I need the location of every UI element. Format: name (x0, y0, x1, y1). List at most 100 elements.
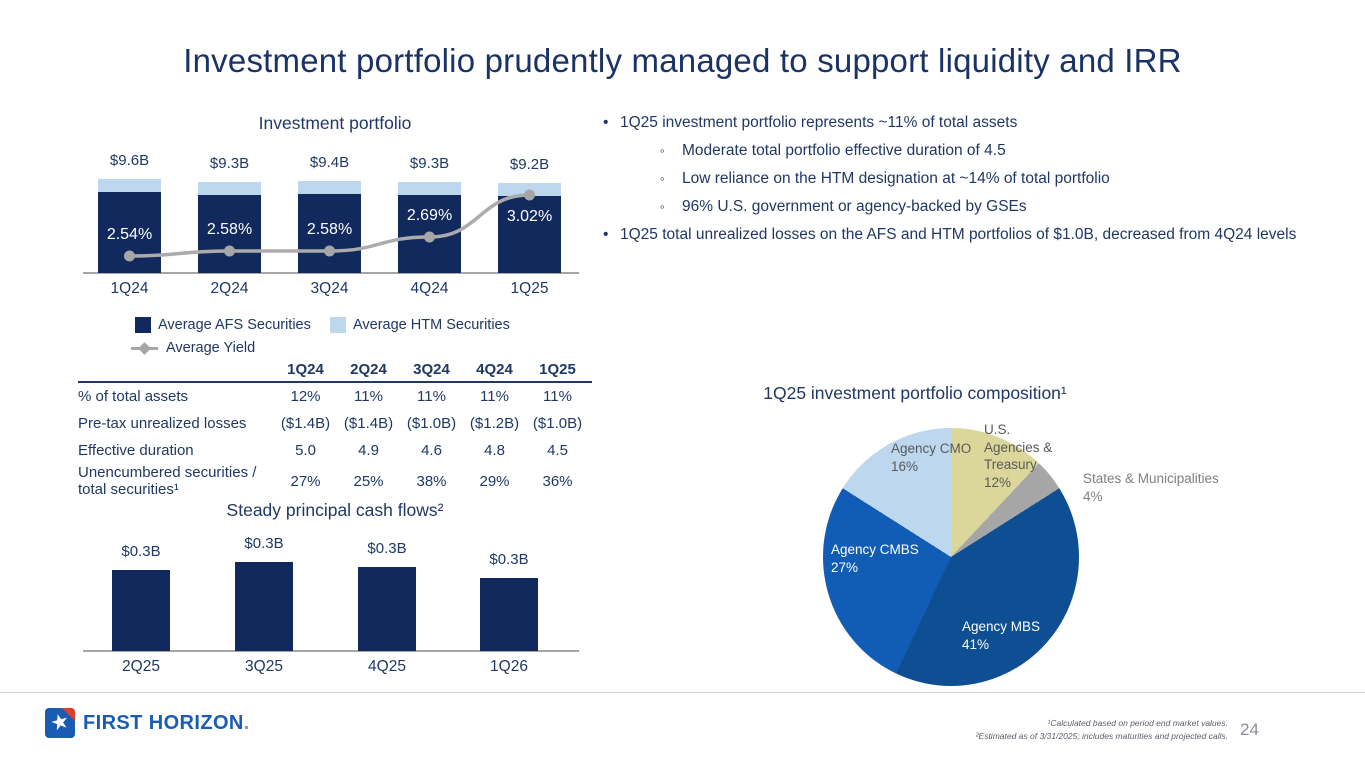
table-row-of-total-assets: % of total assets 12% 11% 11% 11% 11% (78, 383, 592, 410)
bar-value-label-2Q25: $0.3B (121, 543, 161, 560)
x-label-1Q26: 1Q26 (490, 658, 528, 675)
cell-3q24: 11% (417, 388, 446, 405)
highlights-list: • 1Q25 investment portfolio represents ~1… (598, 112, 1313, 252)
legend-yield-marker-icon (131, 341, 158, 355)
x-label-2Q25: 2Q25 (122, 658, 160, 675)
footer-divider (0, 692, 1365, 693)
table-header-1q25: 1Q25 (539, 361, 576, 378)
row-label: % of total assets (78, 388, 189, 405)
cell-4q24: 29% (479, 472, 510, 490)
logo-wordmark: FIRST HORIZON. (83, 712, 250, 735)
yield-label-4Q24: 2.69% (406, 207, 453, 224)
cell-1q24: 12% (290, 388, 321, 405)
yield-label-1Q25: 3.02% (506, 208, 553, 225)
bar-total-label-4Q24: $9.3B (409, 155, 450, 172)
pie-label-states-municipalities: States & Municipalities 4% (1083, 470, 1263, 505)
pie-label-agency-cmbs: Agency CMBS 27% (831, 541, 971, 576)
x-label-4Q24: 4Q24 (410, 280, 449, 297)
legend-label-average-htm-securities: Average HTM Securities (353, 317, 510, 333)
bullet-item-4: ◦ 96% U.S. government or agency-backed by… (660, 196, 1313, 217)
bar-htm-segment-3Q24 (298, 181, 361, 194)
x-axis-line (83, 650, 579, 652)
pie-label-name: Agency CMBS (831, 542, 919, 557)
legend-label-average-afs-securities: Average AFS Securities (158, 317, 311, 333)
investment-portfolio-chart: Investment portfolio $9.6B 1Q24 $9.3B 2Q24 $… (75, 113, 595, 363)
bar-4Q24 (398, 182, 461, 273)
bullet-marker: • (603, 226, 609, 243)
bar-value-label-1Q26: $0.3B (489, 551, 529, 568)
yield-label-3Q24: 2.58% (306, 221, 353, 238)
row-label: Unencumbered securities / total securiti… (78, 464, 257, 498)
cash-flows-chart-title: Steady principal cash flows² (226, 500, 444, 520)
table-body: % of total assets 12% 11% 11% 11% 11% Pre-tax … (78, 383, 592, 498)
bar-1Q26 (480, 578, 538, 651)
bullet-text: 1Q25 total unrealized losses on the AFS … (620, 226, 1297, 243)
bar-4Q25 (358, 567, 416, 651)
pie-label-pct: 4% (1083, 488, 1103, 504)
row-label: Pre-tax unrealized losses (78, 415, 247, 432)
legend-item-average-htm-securities: Average HTM Securities (330, 317, 510, 333)
principal-cash-flows-chart: Steady principal cash flows² $0.3B 2Q25 $0… (75, 500, 595, 690)
x-axis-line (83, 272, 579, 274)
table-row-unencumbered-securities: Unencumbered securities / total securiti… (78, 464, 592, 498)
legend-swatch-average-htm-securities (330, 317, 346, 333)
bar-3Q25 (235, 562, 293, 651)
x-label-1Q24: 1Q24 (110, 280, 149, 297)
cell-1q25: 11% (543, 388, 572, 405)
bullet-item-2: ◦ Moderate total portfolio effective dura… (660, 140, 1313, 161)
row-label: Effective duration (78, 442, 194, 459)
cell-1q24: 27% (290, 472, 321, 490)
yield-label-1Q24: 2.54% (106, 226, 153, 243)
table-row-pre-tax-unrealized-losses: Pre-tax unrealized losses ($1.4B) ($1.4B) (… (78, 410, 592, 437)
cell-2q24: ($1.4B) (343, 415, 394, 432)
x-label-2Q24: 2Q24 (210, 280, 249, 297)
bar-total-label-2Q24: $9.3B (209, 155, 250, 172)
yield-label-2Q24: 2.58% (206, 221, 253, 238)
bar-1Q25 (498, 183, 561, 273)
cell-4q24: 4.8 (484, 442, 505, 459)
slide-title: Investment portfolio prudently managed t… (183, 42, 1182, 79)
sub-bullet-marker: ◦ (660, 199, 665, 214)
pie-label-name: Agency MBS (962, 619, 1041, 634)
bar-htm-segment-2Q24 (198, 182, 261, 195)
footnote-2: ²Estimated as of 3/31/2025; includes mat… (975, 731, 1228, 741)
logo-icon: ★ (45, 708, 75, 738)
bullet-text: 96% U.S. government or agency-backed by … (682, 198, 1027, 215)
bar-total-label-3Q24: $9.4B (309, 154, 350, 171)
cell-2q24: 25% (353, 472, 384, 490)
table-row-effective-duration: Effective duration 5.0 4.9 4.6 4.8 4.5 (78, 437, 592, 464)
cell-3q24: 4.6 (421, 442, 442, 459)
footnote-1: ¹Calculated based on period end market v… (1047, 718, 1229, 728)
bullet-text: Low reliance on the HTM designation at ~… (682, 170, 1110, 187)
bullet-text: 1Q25 investment portfolio represents ~11… (620, 114, 1018, 131)
cell-1q25: 36% (542, 472, 573, 490)
bar-total-label-1Q24: $9.6B (109, 152, 150, 169)
bullet-item-5: • 1Q25 total unrealized losses on the AFS… (598, 224, 1313, 245)
composition-pie-chart (823, 428, 1079, 686)
cell-1q25: ($1.0B) (532, 415, 583, 432)
portfolio-metrics-table: 1Q24 2Q24 3Q24 4Q24 1Q25 % of total assets 12%… (78, 361, 592, 498)
bullet-marker: • (603, 114, 609, 131)
legend-label-average-yield: Average Yield (166, 340, 256, 356)
legend-item-average-yield: Average Yield (131, 340, 255, 356)
table-header-2q24: 2Q24 (350, 361, 387, 378)
bar-htm-segment-4Q24 (398, 182, 461, 195)
table-header-4q24: 4Q24 (476, 361, 513, 378)
footnotes: ¹Calculated based on period end market v… (898, 717, 1228, 743)
bar-2Q25 (112, 570, 170, 651)
cell-4q24: 11% (480, 388, 509, 405)
investment-portfolio-chart-title: Investment portfolio (258, 113, 412, 133)
bar-value-label-3Q25: $0.3B (244, 535, 284, 552)
pie-chart-title: 1Q25 investment portfolio composition¹ (763, 383, 1067, 403)
bullet-item-1: • 1Q25 investment portfolio represents ~1… (598, 112, 1313, 133)
pie-label-name: Agency CMO (891, 441, 972, 456)
pie-label-pct: 12% (984, 474, 1012, 490)
table-header-row: 1Q24 2Q24 3Q24 4Q24 1Q25 (78, 361, 592, 383)
bullet-text: Moderate total portfolio effective durat… (682, 142, 1006, 159)
page-number: 24 (1240, 720, 1259, 739)
cell-4q24: ($1.2B) (469, 415, 520, 432)
first-horizon-logo: ★ FIRST HORIZON. (45, 708, 250, 738)
pie-label-pct: 41% (962, 636, 990, 652)
pie-label-pct: 27% (831, 559, 859, 575)
cell-2q24: 11% (354, 388, 383, 405)
